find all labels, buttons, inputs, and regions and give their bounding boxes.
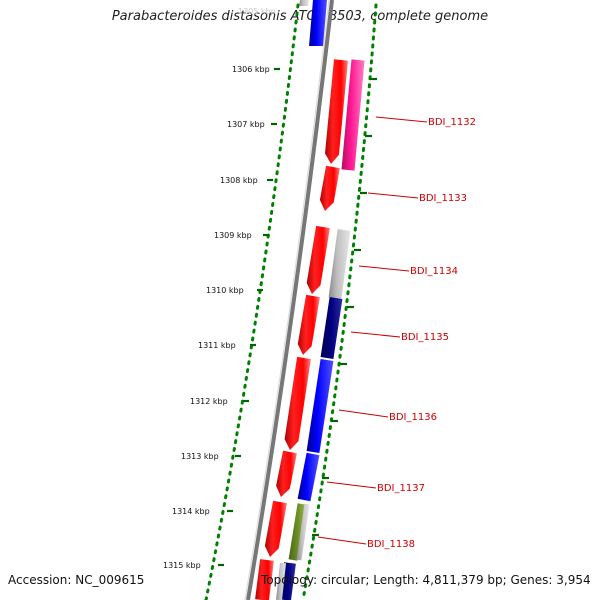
scale-tick-label: 1308 kbp	[220, 176, 258, 185]
gene-feature-navy	[320, 297, 343, 359]
cds-arrow	[276, 450, 297, 497]
gene-label: BDI_1136	[389, 412, 437, 423]
gene-labels: BDI_1132 BDI_1133 BDI_1134 BDI_1135 BDI_1136…	[317, 116, 476, 550]
gene-feature-grey	[276, 562, 286, 600]
accession-text: Accession: NC_009615	[8, 573, 145, 587]
map-title: Parabacteroides distasonis ATCC 8503, co…	[111, 9, 489, 24]
genome-backbone	[246, 0, 334, 600]
gene-label: BDI_1134	[410, 266, 458, 277]
scale-tick-label: 1309 kbp	[214, 231, 252, 240]
cds-arrow	[319, 165, 340, 211]
cds-arrow	[306, 225, 330, 294]
gene-label: BDI_1137	[377, 483, 425, 494]
gene-label: BDI_1133	[419, 193, 467, 204]
scale-tick-label: 1310 kbp	[206, 286, 244, 295]
gene-feature-blue	[306, 359, 334, 453]
gene-label-leader	[358, 265, 410, 272]
inner-dotted-arc	[204, 3, 300, 600]
cds-arrow	[264, 500, 287, 557]
gene-feature-blue-top	[309, 0, 327, 46]
cds-arrow	[325, 59, 348, 164]
scale-tick-label: 1311 kbp	[198, 341, 236, 350]
cds-arrow	[297, 294, 320, 355]
scale-tick-label: 1314 kbp	[172, 507, 210, 516]
scale-tick-label: 1306 kbp	[232, 65, 270, 74]
cds-arrow	[284, 356, 311, 450]
gene-feature-magenta	[341, 59, 365, 171]
gene-label-leader	[350, 331, 401, 338]
topology-text: Topology: circular; Length: 4,811,379 bp…	[261, 573, 591, 587]
gene-feature-blue	[297, 452, 320, 502]
scale-tick-label: 1315 kbp	[163, 561, 201, 570]
cds-arrow	[255, 559, 274, 600]
gene-feature-grey	[328, 229, 351, 299]
gene-label-leader	[317, 536, 367, 545]
gene-label: BDI_1132	[428, 117, 476, 128]
genome-backbone-highlight	[244, 0, 330, 600]
gene-feature-grey	[296, 503, 310, 561]
outer-dotted-arc	[301, 3, 378, 600]
gene-label-leader	[375, 116, 428, 123]
gene-label-leader	[367, 192, 419, 199]
gene-label: BDI_1138	[367, 539, 415, 550]
scale-tick-label-faded: 1305 kbp	[238, 7, 276, 16]
gene-feature-olive	[288, 503, 307, 561]
scale-tick-label: 1313 kbp	[181, 452, 219, 461]
gene-label-leader	[326, 481, 377, 489]
gene-feature-grey-top	[299, 0, 309, 6]
scale-tick-label: 1312 kbp	[190, 397, 228, 406]
scale-tick-label: 1307 kbp	[227, 120, 265, 129]
gene-features	[255, 59, 365, 600]
gene-label: BDI_1135	[401, 332, 449, 343]
gene-label-leader	[338, 409, 389, 418]
scale-ticks: 1306 kbp 1307 kbp 1308 kbp 1309 kbp 1310 kbp…	[163, 65, 377, 570]
